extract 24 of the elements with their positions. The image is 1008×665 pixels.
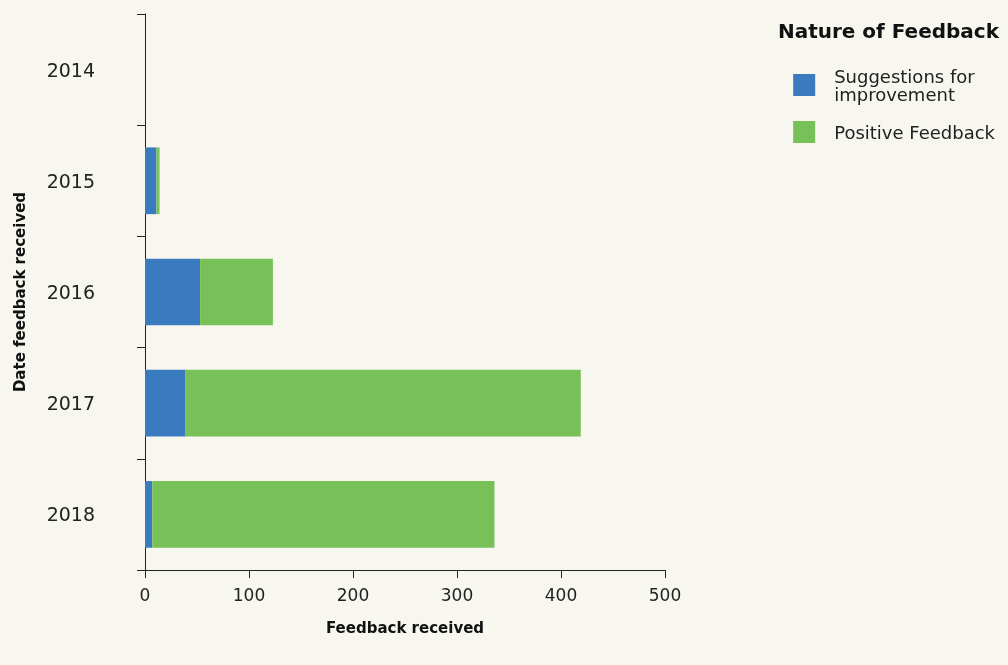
bar (200, 258, 273, 326)
bar (145, 147, 157, 215)
x-tick-label: 100 (232, 584, 266, 605)
bar (152, 481, 495, 548)
y-tick-label: 2017 (46, 392, 95, 415)
legend-label: Positive Feedback (834, 121, 996, 143)
bar (145, 258, 201, 326)
y-tick-label: 2018 (46, 503, 95, 526)
bar (145, 481, 153, 548)
y-axis-title: Date feedback received (10, 191, 29, 393)
y-tick-label: 2014 (46, 58, 95, 81)
y-tick-label: 2016 (46, 281, 95, 303)
x-tick-label: 0 (139, 584, 151, 605)
legend-title: Nature of Feedback (777, 19, 1000, 43)
x-tick-label: 500 (648, 584, 682, 605)
x-tick-label: 300 (440, 584, 474, 605)
y-tick-label: 2015 (46, 169, 95, 192)
legend-label: Suggestions for improvement (834, 65, 981, 105)
bar (156, 147, 160, 215)
x-tick-label: 400 (544, 584, 578, 605)
bar (145, 369, 186, 437)
bar (185, 369, 581, 437)
x-tick-label: 200 (336, 584, 370, 605)
x-axis-title: Feedback received (325, 618, 485, 637)
